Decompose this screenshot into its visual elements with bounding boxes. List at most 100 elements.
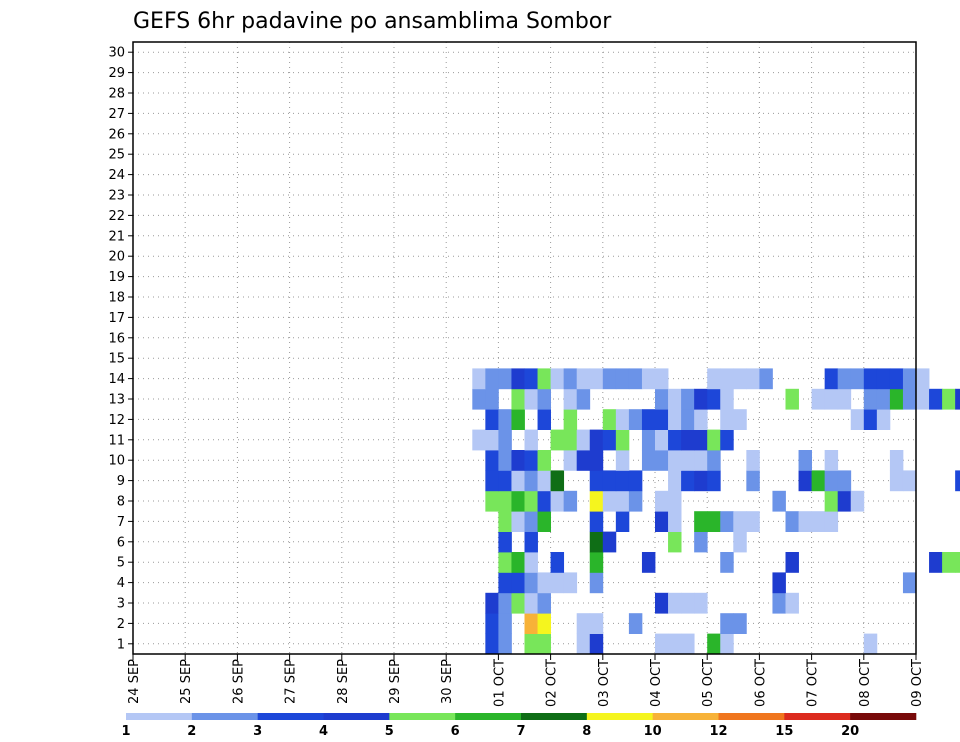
heatmap-cells (472, 368, 960, 655)
chart-title: GEFS 6hr padavine po ansamblima Sombor (133, 9, 612, 34)
heatmap-cell (602, 490, 617, 512)
heatmap-cell (537, 450, 551, 471)
heatmap-cell (550, 429, 565, 451)
heatmap-cell (498, 531, 512, 553)
heatmap-cell (524, 633, 538, 655)
heatmap-cell (681, 633, 695, 655)
heatmap-cell (889, 388, 904, 410)
heatmap-cell (863, 368, 878, 390)
heatmap-cell (902, 388, 917, 410)
heatmap-cell (511, 368, 525, 390)
heatmap-cell (863, 633, 878, 655)
heatmap-cell (733, 409, 747, 430)
legend-level-label: 8 (582, 724, 591, 739)
heatmap-cell (602, 409, 617, 430)
heatmap-cell (563, 572, 578, 594)
heatmap-cell (798, 470, 812, 492)
heatmap-cell (694, 429, 708, 451)
heatmap-cell (537, 572, 551, 594)
heatmap-cell (589, 613, 604, 634)
x-tick-label: 08 OCT (858, 659, 873, 707)
x-tick-label: 07 OCT (806, 659, 821, 707)
heatmap-cell (615, 511, 630, 532)
legend-level-label: 7 (516, 724, 525, 739)
heatmap-cell (837, 388, 852, 410)
heatmap-cell (707, 511, 721, 532)
heatmap-cell (876, 388, 891, 410)
heatmap-cell (524, 368, 538, 390)
heatmap-cell (955, 552, 960, 573)
y-tick-label: 7 (117, 515, 125, 530)
heatmap-cell (720, 511, 734, 532)
y-tick-label: 20 (108, 250, 125, 265)
heatmap-cell (511, 511, 525, 532)
heatmap-cell (537, 470, 551, 492)
heatmap-cell (720, 552, 734, 573)
y-tick-label: 23 (108, 189, 125, 204)
heatmap-cell (746, 450, 760, 471)
heatmap-cell (681, 450, 695, 471)
heatmap-cell (655, 429, 669, 451)
heatmap-cell (628, 490, 643, 512)
heatmap-cell (576, 450, 591, 471)
heatmap-cell (628, 368, 643, 390)
y-tick-label: 9 (117, 474, 125, 489)
legend-level-label: 10 (644, 724, 662, 739)
heatmap-cell (485, 470, 499, 492)
heatmap-cell (498, 592, 512, 614)
heatmap-cell (615, 450, 630, 471)
heatmap-cell (707, 633, 721, 655)
y-tick-label: 26 (108, 127, 125, 142)
y-tick-label: 15 (108, 352, 125, 367)
legend-level-label: 1 (121, 724, 130, 739)
heatmap-cell (785, 388, 799, 410)
x-tick-label: 26 SEP (231, 659, 246, 704)
legend-color-swatch (652, 713, 719, 720)
heatmap-cell (942, 552, 956, 573)
heatmap-cell (485, 388, 499, 410)
heatmap-cell (798, 511, 812, 532)
heatmap-cell (785, 552, 799, 573)
heatmap-cell (576, 368, 591, 390)
heatmap-cell (641, 450, 656, 471)
heatmap-cell (641, 552, 656, 573)
heatmap-cell (668, 592, 682, 614)
heatmap-cell (498, 613, 512, 634)
heatmap-cell (550, 470, 565, 492)
y-axis: 1234567891011121314151617181920212223242… (108, 46, 133, 652)
x-tick-label: 06 OCT (753, 659, 768, 707)
heatmap-cell (485, 368, 499, 390)
heatmap-cell (485, 592, 499, 614)
x-tick-label: 29 SEP (388, 659, 403, 704)
heatmap-cell (563, 490, 578, 512)
heatmap-cell (615, 368, 630, 390)
heatmap-cell (668, 429, 682, 451)
heatmap-cell (537, 511, 551, 532)
heatmap-cell (615, 470, 630, 492)
heatmap-cell (589, 429, 604, 451)
heatmap-cell (681, 429, 695, 451)
y-tick-label: 30 (108, 46, 125, 61)
heatmap-cell (511, 409, 525, 430)
heatmap-cell (550, 490, 565, 512)
heatmap-cell (498, 409, 512, 430)
heatmap-cell (550, 368, 565, 390)
heatmap-cell (485, 633, 499, 655)
heatmap-cell (524, 592, 538, 614)
heatmap-cell (785, 592, 799, 614)
heatmap-cell (589, 633, 604, 655)
legend-color-swatch (521, 713, 588, 720)
heatmap-cell (916, 368, 930, 390)
heatmap-cell (576, 633, 591, 655)
heatmap-cell (824, 470, 839, 492)
heatmap-cell (511, 592, 525, 614)
heatmap-cell (733, 531, 747, 553)
heatmap-cell (589, 490, 604, 512)
heatmap-cell (537, 409, 551, 430)
x-tick-label: 27 SEP (284, 659, 299, 704)
legend-color-swatch (784, 713, 851, 720)
heatmap-cell (524, 450, 538, 471)
heatmap-cell (655, 592, 669, 614)
heatmap-cell (485, 409, 499, 430)
